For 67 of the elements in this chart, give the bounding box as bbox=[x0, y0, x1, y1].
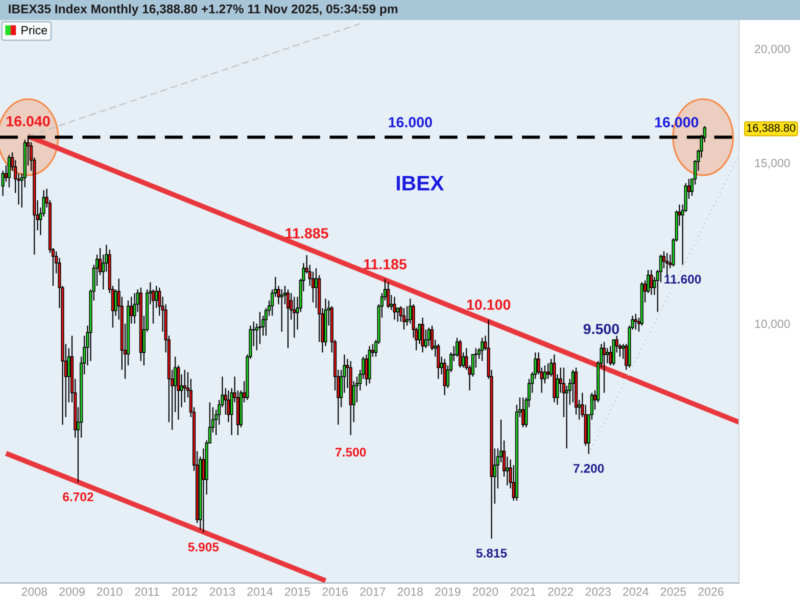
x-tick-label: 2018 bbox=[398, 587, 423, 596]
candlestick bbox=[443, 358, 446, 396]
text: IBEX bbox=[396, 176, 444, 190]
y-tick-label: 10,000 bbox=[755, 320, 790, 330]
candlestick bbox=[436, 343, 440, 380]
x-tick-label: 2026 bbox=[698, 587, 724, 596]
candlestick bbox=[226, 390, 230, 423]
x-tick-label: 2016 bbox=[322, 587, 348, 596]
chart-title: IBEX35 Index Monthly 16,388.80 +1.27% 11 Nov 2025, 05:34:59 pm bbox=[8, 4, 398, 16]
annotation: 5.815 bbox=[476, 548, 507, 558]
x-tick-label: 2019 bbox=[435, 587, 460, 596]
annotation: 11.885 bbox=[286, 228, 328, 238]
x-tick-label: 2012 bbox=[172, 587, 198, 596]
annotation: 16.000 bbox=[388, 117, 432, 128]
x-tick-label: 2021 bbox=[510, 587, 536, 596]
y-tick-label: 16,388.80 bbox=[747, 124, 796, 134]
candlestick bbox=[666, 252, 669, 276]
x-tick-label: 2010 bbox=[97, 587, 122, 596]
annotation: 6.702 bbox=[62, 492, 94, 502]
candlestick bbox=[364, 354, 368, 386]
candlestick bbox=[402, 308, 406, 330]
annotation: 16.040 bbox=[6, 116, 50, 126]
annotation: 9.500 bbox=[584, 324, 619, 334]
annotation: 11.600 bbox=[664, 274, 701, 284]
x-tick-label: 2024 bbox=[623, 587, 648, 596]
annotation: 7.500 bbox=[336, 448, 366, 457]
candlestick bbox=[280, 288, 284, 332]
candlestick bbox=[133, 292, 136, 324]
x-tick-label: 2014 bbox=[247, 587, 273, 596]
candlestick bbox=[543, 364, 546, 384]
candlestick bbox=[8, 154, 11, 188]
annotation: 16.000 bbox=[655, 117, 698, 128]
annotation: 11.185 bbox=[364, 259, 407, 270]
candlestick bbox=[634, 313, 638, 330]
candlestick bbox=[396, 308, 400, 322]
candlestick bbox=[392, 296, 396, 320]
x-tick-label: 2022 bbox=[548, 587, 574, 596]
x-tick-label: 2013 bbox=[210, 587, 235, 596]
x-tick-label: 2025 bbox=[660, 587, 686, 596]
candlestick bbox=[458, 339, 462, 368]
candlestick bbox=[183, 369, 186, 403]
annotation: 10.100 bbox=[467, 300, 510, 310]
legend-label: Price bbox=[22, 26, 48, 34]
candlestick bbox=[650, 269, 653, 296]
x-tick-label: 2009 bbox=[59, 587, 85, 596]
x-tick-label: 2015 bbox=[284, 587, 310, 596]
candlestick bbox=[427, 327, 430, 347]
annotation: 5.905 bbox=[188, 542, 219, 552]
x-tick-label: 2017 bbox=[360, 587, 386, 596]
candlestick bbox=[154, 285, 158, 309]
candlestick bbox=[386, 282, 390, 309]
candlestick bbox=[602, 341, 606, 394]
candlestick bbox=[606, 348, 609, 364]
x-tick-label: 2008 bbox=[22, 587, 47, 596]
x-tick-label: 2011 bbox=[135, 587, 160, 596]
candlestick bbox=[480, 337, 484, 362]
candlestick bbox=[286, 288, 290, 349]
candlestick bbox=[421, 317, 424, 353]
x-tick-label: 2023 bbox=[586, 587, 611, 596]
x-tick-label: 2020 bbox=[472, 587, 498, 596]
candlestick bbox=[292, 296, 296, 338]
candlestick bbox=[612, 339, 616, 366]
y-tick-label: 20,000 bbox=[754, 44, 790, 54]
y-tick-label: 15,000 bbox=[755, 158, 790, 169]
annotation: 7.200 bbox=[574, 464, 604, 473]
candlestick bbox=[521, 396, 525, 428]
candlestick bbox=[546, 362, 550, 380]
